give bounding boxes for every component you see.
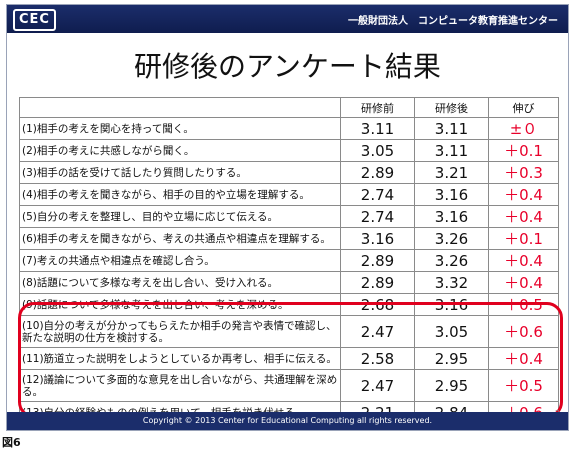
growth-value: ＋0.1	[488, 139, 559, 162]
before-value: 2.74	[340, 183, 415, 206]
slide-title: 研修後のアンケート結果	[134, 50, 441, 83]
header-after: 研修後	[414, 97, 489, 118]
header-bar: CEC 一般財団法人 コンピュータ教育推進センター	[7, 5, 568, 33]
question-cell: (7)考えの共通点や相違点を確認し合う。	[19, 249, 341, 272]
growth-value: ＋0.4	[488, 271, 559, 294]
growth-value: ＋0.4	[488, 205, 559, 228]
growth-value: ＋0.4	[488, 183, 559, 206]
question-cell: (2)相手の考えに共感しながら聞く。	[19, 139, 341, 162]
table-row: (12)議論について多面的な意見を出し合いながら、共通理解を深める。 2.47 2.…	[19, 369, 559, 402]
after-value: 3.16	[414, 183, 489, 206]
before-value: 2.58	[340, 347, 415, 370]
after-value: 3.32	[414, 271, 489, 294]
question-cell: (3)相手の話を受けて話したり質問したりする。	[19, 161, 341, 184]
slide: CEC 一般財団法人 コンピュータ教育推進センター 研修後のアンケート結果 研修…	[6, 4, 569, 431]
question-cell: (1)相手の考えを関心を持って聞く。	[19, 117, 341, 140]
before-value: 2.89	[340, 249, 415, 272]
survey-table: 研修前 研修後 伸び (1)相手の考えを関心を持って聞く。 3.11 3.11 ±０(…	[19, 97, 559, 424]
table-row: (7)考えの共通点や相違点を確認し合う。 2.89 3.26 ＋0.4	[19, 249, 559, 272]
header-before: 研修前	[340, 97, 415, 118]
table-row: (8)話題について多様な考えを出し合い、受け入れる。 2.89 3.32 ＋0.4	[19, 271, 559, 294]
logo: CEC	[13, 9, 56, 31]
growth-value: ＋0.1	[488, 227, 559, 250]
before-value: 2.89	[340, 271, 415, 294]
highlight-frame	[18, 302, 563, 418]
table-row: (5)自分の考えを整理し、目的や立場に応じて伝える。 2.74 3.16 ＋0.4	[19, 205, 559, 228]
before-value: 3.05	[340, 139, 415, 162]
before-value: 3.16	[340, 227, 415, 250]
before-value: 2.74	[340, 205, 415, 228]
question-cell: (5)自分の考えを整理し、目的や立場に応じて伝える。	[19, 205, 341, 228]
table-row: (4)相手の考えを聞きながら、相手の目的や立場を理解する。 2.74 3.16 ＋0.…	[19, 183, 559, 206]
growth-value: ±０	[488, 117, 559, 140]
question-cell: (8)話題について多様な考えを出し合い、受け入れる。	[19, 271, 341, 294]
figure-caption: 図6	[2, 436, 21, 449]
after-value: 3.21	[414, 161, 489, 184]
question-cell: (6)相手の考えを聞きながら、考えの共通点や相違点を理解する。	[19, 227, 341, 250]
before-value: 3.11	[340, 117, 415, 140]
growth-value: ＋0.3	[488, 161, 559, 184]
before-value: 2.47	[340, 369, 415, 402]
header-item	[19, 97, 341, 118]
table-row: (2)相手の考えに共感しながら聞く。 3.05 3.11 ＋0.1	[19, 139, 559, 162]
after-value: 3.16	[414, 205, 489, 228]
before-value: 2.47	[340, 315, 415, 348]
table-row: (11)筋道立った説明をしようとしているか再考し、相手に伝える。 2.58 2.95…	[19, 347, 559, 370]
footer-copyright: Copyright © 2013 Center for Educational …	[7, 412, 568, 430]
question-cell: (12)議論について多面的な意見を出し合いながら、共通理解を深める。	[19, 369, 341, 402]
question-cell: (11)筋道立った説明をしようとしているか再考し、相手に伝える。	[19, 347, 341, 370]
organization-name: 一般財団法人 コンピュータ教育推進センター	[348, 16, 558, 27]
after-value: 3.11	[414, 139, 489, 162]
growth-value: ＋0.4	[488, 347, 559, 370]
after-value: 3.26	[414, 249, 489, 272]
after-value: 2.95	[414, 369, 489, 402]
header-growth: 伸び	[488, 97, 559, 118]
growth-value: ＋0.4	[488, 249, 559, 272]
before-value: 2.89	[340, 161, 415, 184]
table-header-row: 研修前 研修後 伸び	[19, 97, 559, 118]
question-cell: (4)相手の考えを聞きながら、相手の目的や立場を理解する。	[19, 183, 341, 206]
after-value: 3.11	[414, 117, 489, 140]
table-row: (1)相手の考えを関心を持って聞く。 3.11 3.11 ±０	[19, 117, 559, 140]
table-row: (6)相手の考えを聞きながら、考えの共通点や相違点を理解する。 3.16 3.26 ＋…	[19, 227, 559, 250]
after-value: 3.26	[414, 227, 489, 250]
table-row: (3)相手の話を受けて話したり質問したりする。 2.89 3.21 ＋0.3	[19, 161, 559, 184]
